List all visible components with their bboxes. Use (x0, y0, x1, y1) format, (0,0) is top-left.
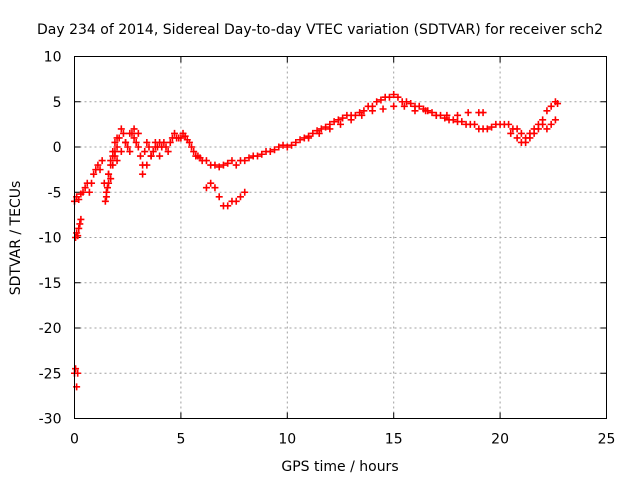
grid-lines (75, 57, 607, 419)
data-point (233, 162, 240, 169)
data-point (514, 134, 521, 141)
data-point (380, 105, 387, 112)
data-point (471, 121, 478, 128)
data-point (514, 125, 521, 132)
data-point (465, 109, 472, 116)
y-tick-label: 0 (53, 140, 62, 156)
x-tick-label: 15 (385, 432, 403, 448)
data-point (88, 180, 95, 187)
y-tick-label: -30 (39, 412, 62, 428)
x-tick-label: 20 (491, 432, 509, 448)
data-point (522, 139, 529, 146)
data-point (480, 109, 487, 116)
y-tick-label: -5 (48, 185, 62, 201)
data-point (135, 130, 142, 137)
data-point (535, 125, 542, 132)
x-tick-label: 10 (278, 432, 296, 448)
data-point (543, 125, 550, 132)
data-point (103, 189, 110, 196)
data-point (216, 193, 223, 200)
data-point (526, 134, 533, 141)
data-point (156, 153, 163, 160)
x-axis-label: GPS time / hours (281, 459, 398, 475)
data-point (348, 116, 355, 123)
data-point (77, 216, 84, 223)
sdtvar-chart: Day 234 of 2014, Sidereal Day-to-day VTE… (0, 0, 640, 480)
data-point (76, 220, 83, 227)
data-point (203, 157, 210, 164)
data-point (207, 180, 214, 187)
y-tick-label: 10 (44, 50, 62, 66)
data-point (548, 103, 555, 110)
data-point (203, 184, 210, 191)
y-axis-ticks: 10 5 0 -5 -10 -15 -20 -25 -30 (39, 50, 607, 428)
data-point (454, 112, 461, 119)
data-points (71, 91, 561, 390)
data-point (143, 162, 150, 169)
data-point (86, 189, 93, 196)
data-point (539, 121, 546, 128)
x-tick-label: 25 (598, 432, 616, 448)
y-tick-label: 5 (53, 95, 62, 111)
data-point (224, 202, 231, 209)
data-point (543, 107, 550, 114)
data-point (141, 148, 148, 155)
data-point (552, 116, 559, 123)
data-point (137, 153, 144, 160)
data-point (233, 198, 240, 205)
data-point (505, 121, 512, 128)
x-tick-label: 5 (176, 432, 185, 448)
data-point (369, 107, 376, 114)
y-tick-label: -15 (39, 276, 62, 292)
y-tick-label: -20 (39, 321, 62, 337)
data-point (102, 198, 109, 205)
data-point (118, 148, 125, 155)
data-point (139, 171, 146, 178)
data-point (237, 193, 244, 200)
data-point (531, 130, 538, 137)
data-point (241, 189, 248, 196)
data-point (411, 107, 418, 114)
data-point (99, 157, 106, 164)
y-tick-label: -25 (39, 366, 62, 382)
chart-title: Day 234 of 2014, Sidereal Day-to-day VTE… (37, 22, 603, 38)
data-point (211, 184, 218, 191)
data-point (390, 103, 397, 110)
x-tick-label: 0 (70, 432, 79, 448)
y-axis-label: SDTVAR / TECUs (8, 181, 24, 296)
data-point (548, 121, 555, 128)
y-tick-label: -10 (39, 231, 62, 247)
data-point (518, 130, 525, 137)
